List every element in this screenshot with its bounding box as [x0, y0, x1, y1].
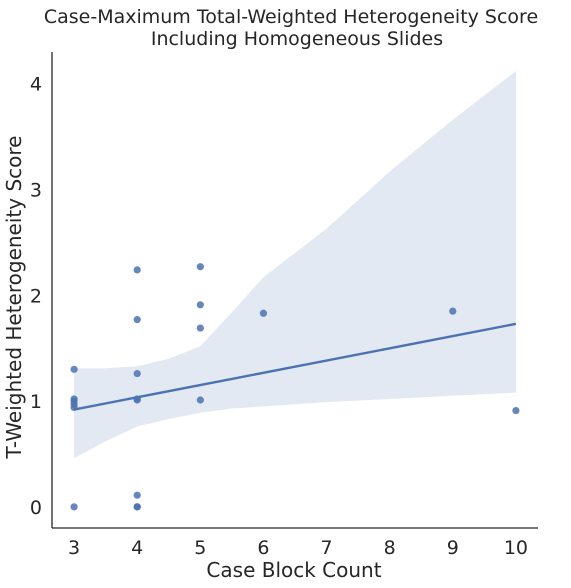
x-tick-label-10: 10 [504, 537, 528, 559]
data-point-21 [512, 406, 520, 415]
data-point-17 [196, 301, 204, 309]
y-tick-label-4: 4 [30, 74, 42, 96]
y-tick-label-2: 2 [30, 285, 42, 307]
y-tick-label-3: 3 [30, 180, 42, 202]
data-point-13 [133, 316, 141, 324]
x-tick-label-3: 3 [68, 537, 80, 559]
chart-title-line-2: Including Homogeneous Slides [151, 28, 443, 50]
y-tick-label-0: 0 [30, 497, 42, 519]
data-point-15 [196, 396, 204, 404]
x-tick-label-4: 4 [131, 537, 143, 559]
data-point-5 [70, 395, 78, 403]
data-points [70, 263, 520, 511]
data-point-16 [196, 324, 204, 332]
data-point-14 [133, 266, 141, 274]
data-point-6 [70, 365, 78, 373]
data-point-9 [133, 491, 141, 499]
y-axis-ticks: 0 1 2 3 4 [30, 74, 42, 519]
x-axis-ticks: 3 4 5 6 7 8 9 10 [68, 537, 528, 559]
y-tick-label-1: 1 [30, 391, 42, 413]
data-point-18 [196, 263, 204, 271]
chart-title-line-1: Case-Maximum Total-Weighted Heterogeneit… [44, 6, 538, 28]
data-point-12 [133, 369, 141, 378]
regression-line [73, 322, 517, 411]
data-point-19 [259, 309, 268, 317]
x-tick-label-5: 5 [194, 537, 206, 559]
data-point-1 [70, 503, 78, 511]
x-tick-label-7: 7 [321, 537, 333, 559]
y-axis-label: T-Weighted Heterogeneity Score [2, 136, 26, 460]
data-point-8 [133, 503, 141, 511]
x-tick-label-8: 8 [384, 537, 396, 559]
x-tick-label-9: 9 [447, 537, 459, 559]
x-tick-label-6: 6 [257, 537, 269, 559]
confidence-band [74, 71, 516, 459]
x-axis-label: Case Block Count [206, 558, 381, 582]
data-point-20 [449, 307, 457, 315]
